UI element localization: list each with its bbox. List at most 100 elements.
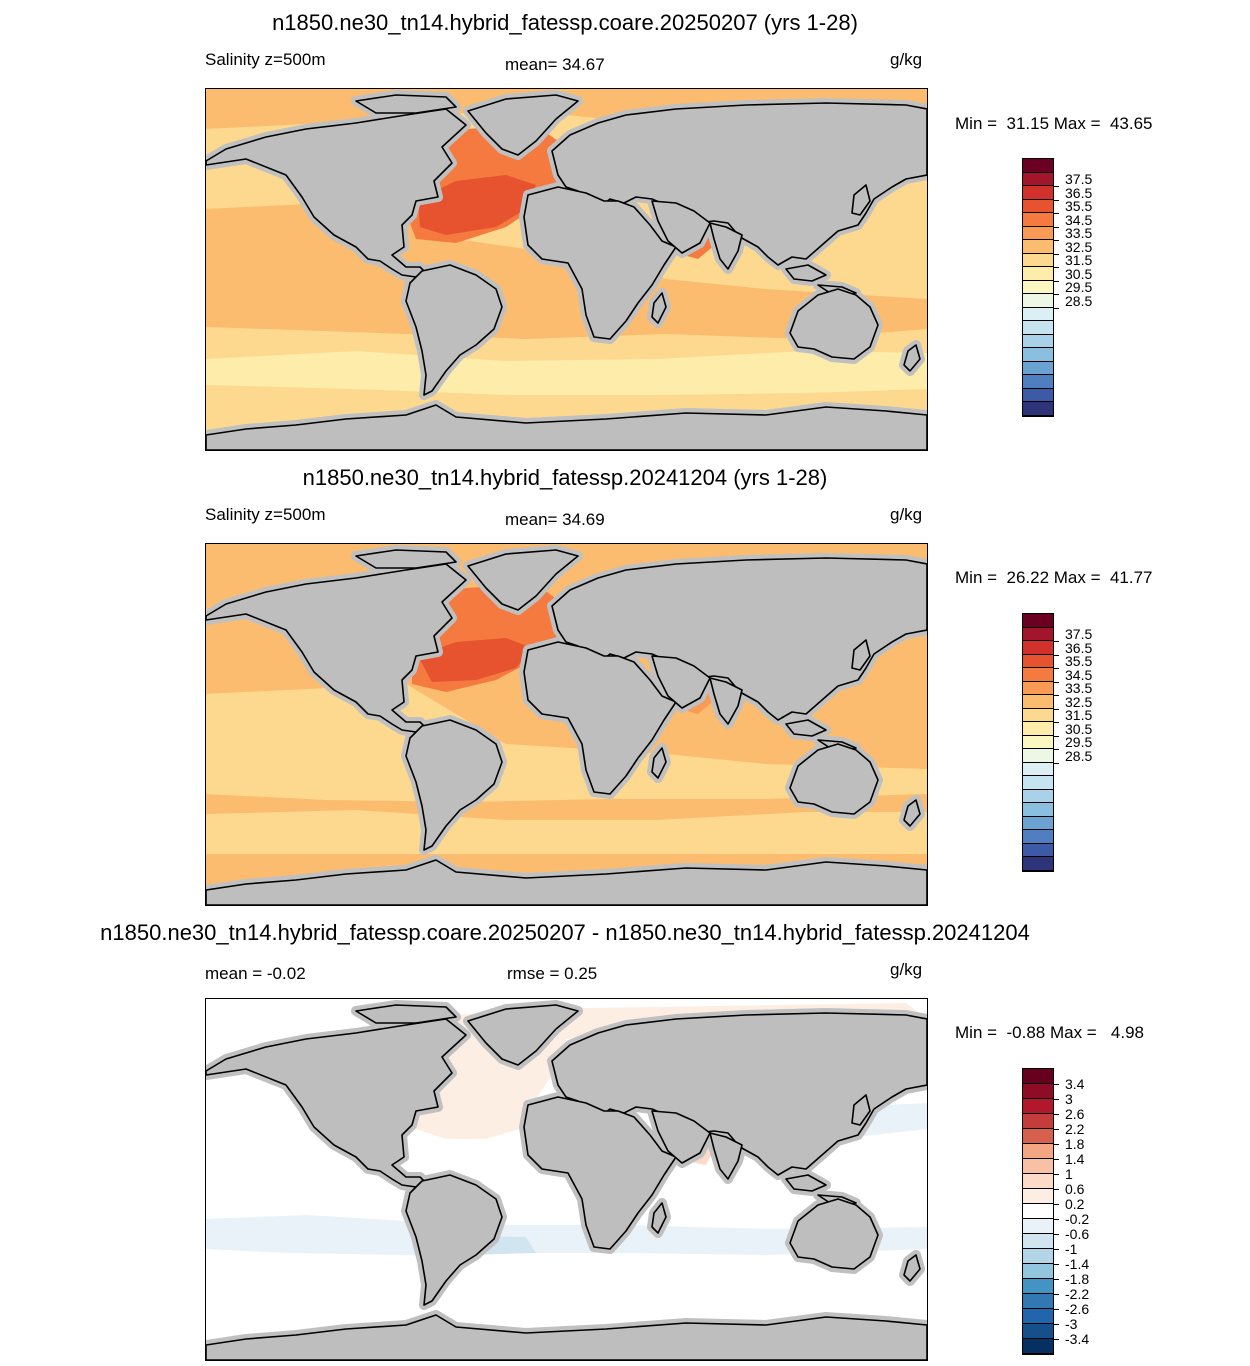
landmass <box>851 1094 871 1126</box>
colorbar-tick <box>1053 267 1059 268</box>
units-label: g/kg <box>890 505 923 524</box>
colorbar-tick-label: 2.6 <box>1065 1106 1085 1122</box>
colorbar-tick-label: -0.2 <box>1065 1211 1090 1227</box>
coastlines <box>206 549 927 905</box>
colorbar-swatch <box>1023 735 1053 749</box>
landmass <box>785 1174 827 1192</box>
landmass <box>355 549 457 569</box>
colorbar-swatch <box>1023 641 1053 655</box>
colorbar-swatch <box>1023 681 1053 695</box>
mean-label: mean= 34.69 <box>505 510 605 529</box>
colorbar-tick <box>1053 708 1059 710</box>
colorbar-swatch <box>1023 1309 1053 1324</box>
colorbar-tick <box>1053 1114 1059 1115</box>
colorbar-tick <box>1053 749 1059 750</box>
landmass <box>903 799 921 827</box>
min-max-label: Min = -0.88 Max = 4.98 <box>955 1023 1144 1042</box>
colorbar-tick-label: 31.5 <box>1065 252 1093 269</box>
colorbar-tick <box>1053 681 1059 683</box>
colorbar-tick <box>1053 1159 1059 1160</box>
colorbar-swatch <box>1023 253 1053 267</box>
landmass <box>206 404 927 450</box>
colorbar-tick <box>1053 186 1059 187</box>
colorbar-tick <box>1053 1294 1059 1295</box>
colorbar-swatch <box>1023 1084 1053 1099</box>
colorbar-swatch <box>1023 1264 1053 1279</box>
colorbar-tick <box>1053 722 1059 723</box>
landmass <box>903 1254 921 1282</box>
landmass <box>551 102 927 266</box>
colorbar-tick-label: 37.5 <box>1065 626 1093 643</box>
colorbar-swatch <box>1023 213 1053 227</box>
colorbar-tick <box>1053 199 1059 201</box>
panel-title: n1850.ne30_tn14.hybrid_fatessp.coare.202… <box>100 920 1030 945</box>
colorbar-tick-label: 1.8 <box>1065 1136 1085 1152</box>
landmass <box>551 557 927 721</box>
colorbar-tick-label: 3.4 <box>1065 1076 1085 1092</box>
colorbar-tick-label: -0.6 <box>1065 1226 1090 1242</box>
colorbar-tick-label: -3 <box>1065 1316 1078 1332</box>
landmass <box>651 292 667 324</box>
variable-label: Salinity z=500m <box>205 505 326 524</box>
landmass <box>785 719 827 737</box>
colorbar-swatch <box>1023 1249 1053 1264</box>
colorbar-tick-label: 28.5 <box>1065 747 1093 764</box>
variable-label: Salinity z=500m <box>205 50 326 69</box>
map-panel-diff: n1850.ne30_tn14.hybrid_fatessp.coare.202… <box>0 910 1250 1366</box>
colorbar-tick <box>1053 1324 1059 1325</box>
colorbar-swatch <box>1023 294 1053 308</box>
colorbar-swatch <box>1023 1174 1053 1189</box>
map-panel-2: n1850.ne30_tn14.hybrid_fatessp.20241204 … <box>0 455 1250 910</box>
landmass <box>709 222 743 270</box>
colorbar-swatch <box>1023 1234 1053 1249</box>
colorbar-swatch <box>1023 1219 1053 1234</box>
colorbar-swatch <box>1023 186 1053 200</box>
colorbar-swatch <box>1023 1144 1053 1159</box>
colorbar-swatch <box>1023 708 1053 722</box>
colorbar-tick-label: 3 <box>1065 1091 1073 1107</box>
colorbar-swatch <box>1023 267 1053 281</box>
colorbar-tick-label: 31.5 <box>1065 707 1093 724</box>
landmass <box>709 1132 743 1180</box>
colorbar-tick-label: 32.5 <box>1065 238 1093 255</box>
colorbar: 3.4 3 2.6 2.2 1.8 1.4 1 0.6 0.2 -0.2 -0.6 -1 -1.4 -1.… <box>1022 1068 1089 1355</box>
colorbar-tick <box>1053 1144 1059 1145</box>
panel-title: n1850.ne30_tn14.hybrid_fatessp.20241204 … <box>302 465 828 490</box>
colorbar-tick-label: 33.5 <box>1065 225 1093 242</box>
colorbar-swatch <box>1023 402 1053 416</box>
colorbar-tick <box>1053 1234 1059 1235</box>
landmass <box>789 743 879 815</box>
colorbar-swatch <box>1023 226 1053 240</box>
landmass <box>523 641 677 795</box>
colorbar: 37.5 36.5 35.5 34.5 33.5 32.5 31.5 30.5 29.5 28.5 <box>1022 158 1092 417</box>
colorbar-swatch <box>1023 816 1053 830</box>
colorbar-swatch <box>1023 375 1053 389</box>
colorbar-swatch <box>1023 388 1053 402</box>
min-max-label: Min = 26.22 Max = 41.77 <box>955 568 1153 587</box>
map-panel-1: n1850.ne30_tn14.hybrid_fatessp.coare.202… <box>0 0 1250 455</box>
colorbar-tick-label: 30.5 <box>1065 720 1093 737</box>
colorbar: 37.5 36.5 35.5 34.5 33.5 32.5 31.5 30.5 29.5 28.5 <box>1022 613 1092 872</box>
colorbar-tick <box>1053 695 1059 696</box>
colorbar-swatch <box>1023 1159 1053 1174</box>
colorbar-swatch <box>1023 695 1053 709</box>
colorbar-tick-label: 29.5 <box>1065 734 1093 751</box>
colorbar-tick <box>1053 762 1059 764</box>
colorbar-swatch <box>1023 614 1053 628</box>
colorbar-swatch <box>1023 627 1053 641</box>
colorbar-swatch <box>1023 830 1053 844</box>
landmass <box>903 344 921 372</box>
colorbar-tick <box>1053 240 1059 241</box>
colorbar-tick-label: 36.5 <box>1065 184 1093 201</box>
landmass <box>851 184 871 216</box>
colorbar-tick-label: 30.5 <box>1065 265 1093 282</box>
landmass <box>709 677 743 725</box>
landmass <box>789 288 879 360</box>
colorbar-tick-label: 34.5 <box>1065 666 1093 683</box>
colorbar-tick-label: 33.5 <box>1065 680 1093 697</box>
panel-title: n1850.ne30_tn14.hybrid_fatessp.coare.202… <box>272 10 858 35</box>
colorbar-tick <box>1053 1309 1059 1310</box>
colorbar-tick <box>1053 213 1059 214</box>
colorbar-tick <box>1053 1084 1059 1085</box>
colorbar-swatch <box>1023 1069 1053 1084</box>
